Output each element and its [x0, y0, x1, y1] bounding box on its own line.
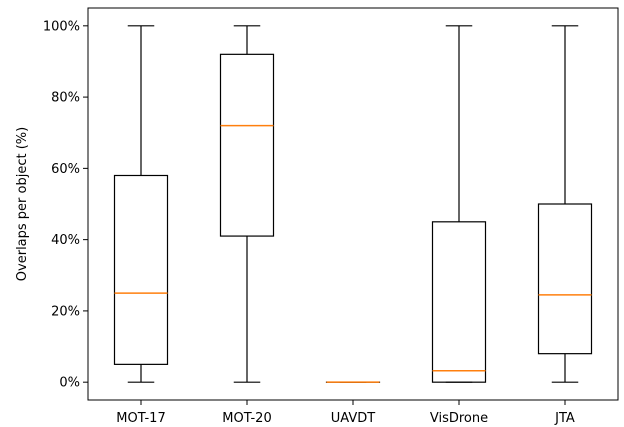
iqr-box: [113, 174, 169, 365]
x-tick-label: VisDrone: [430, 411, 488, 426]
box-mot-17: [113, 25, 169, 383]
y-axis-label: Overlaps per object (%): [15, 127, 30, 281]
y-tick-label: 100%: [43, 19, 80, 34]
box-mot-20: [219, 25, 275, 383]
x-tick-label: MOT-20: [222, 411, 271, 426]
x-tick-label: MOT-17: [116, 411, 165, 426]
box-visdrone: [431, 25, 487, 383]
iqr-box: [219, 53, 275, 237]
y-tick-label: 40%: [51, 233, 80, 248]
box-jta: [537, 25, 593, 383]
x-tick-label: UAVDT: [331, 411, 375, 426]
x-axis-ticks: MOT-17 MOT-20 UAVDT VisDrone JTA: [116, 400, 575, 426]
y-axis-ticks: 0% 20% 40% 60% 80% 100%: [43, 19, 88, 391]
boxes-group: [113, 25, 593, 383]
y-tick-label: 60%: [51, 162, 80, 177]
y-tick-label: 20%: [51, 304, 80, 319]
iqr-box: [537, 203, 593, 355]
iqr-box: [431, 221, 487, 383]
x-tick-label: JTA: [554, 411, 575, 426]
y-tick-label: 0%: [59, 376, 80, 391]
y-tick-label: 80%: [51, 91, 80, 106]
